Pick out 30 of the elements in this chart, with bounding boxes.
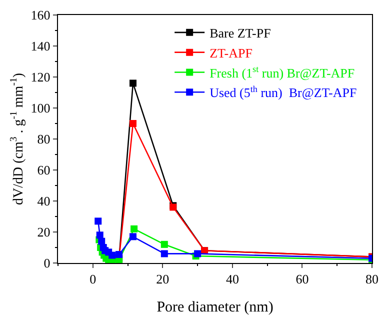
y-tick-label: 20: [37, 224, 50, 240]
x-tick-label: 20: [156, 272, 170, 287]
point: [130, 225, 138, 232]
y-tick-label: 40: [37, 194, 50, 209]
y-tick-label: 0: [44, 256, 50, 271]
point: [116, 250, 123, 258]
y-tick-label: 120: [30, 70, 50, 85]
point: [94, 218, 102, 225]
legend-label: Bare ZT-PF: [210, 26, 271, 40]
y-tick-label: 60: [37, 162, 50, 178]
y-tick-label: 160: [30, 8, 50, 23]
point: [108, 252, 116, 259]
y-tick-label: 100: [30, 100, 50, 116]
legend-label: ZT-APF: [210, 45, 252, 60]
point: [160, 250, 168, 258]
x-tick-label: 40: [226, 272, 239, 287]
legend-label: Fresh (1$^{st}$ run) Br@ZT-APF: [210, 64, 355, 80]
point: [160, 240, 168, 248]
y-tick-label: 80: [37, 132, 50, 147]
x-tick-label: 60: [296, 272, 309, 287]
x-tick-label: 0: [90, 272, 96, 287]
point: [130, 80, 137, 87]
legend-label: Used (5$^{th}$ run) Br@ZT-APF: [210, 84, 357, 100]
y-tick-label: 140: [30, 38, 50, 54]
point: [130, 120, 137, 127]
point: [96, 232, 104, 239]
x-tick-label: 80: [366, 272, 378, 287]
point: [130, 233, 137, 240]
point: [194, 250, 202, 258]
x-axis-title: Pore diameter (nm): [156, 300, 274, 316]
